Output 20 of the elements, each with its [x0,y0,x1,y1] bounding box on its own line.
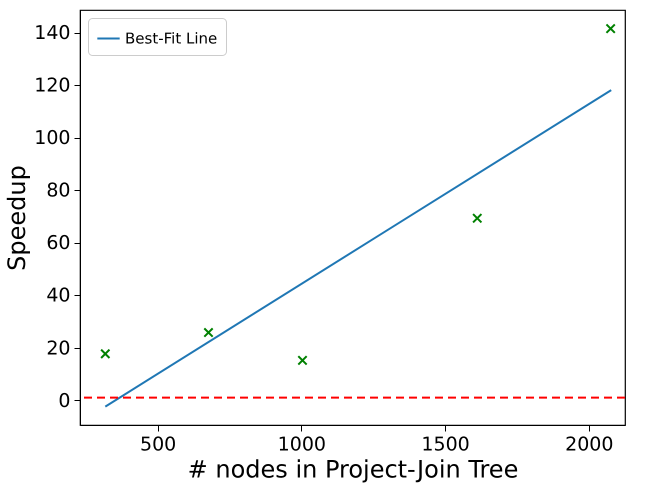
x-tick-label: 1000 [278,434,326,456]
x-tick-label: 2000 [565,434,614,456]
y-tick-label: 100 [34,127,70,150]
y-tick-label: 40 [46,284,70,307]
y-tick-label: 0 [58,390,70,412]
y-axis-title: Speedup [3,165,32,271]
y-tick-label: 20 [46,337,70,360]
y-tick-label: 80 [46,180,70,202]
legend-label: Best-Fit Line [125,30,218,48]
point [100,348,110,360]
point [605,23,616,34]
point [472,213,482,224]
y-tick-label: 120 [34,74,70,97]
x-axis-title: # nodes in Project-Join Tree [188,456,518,484]
y-tick-label: 60 [46,232,70,254]
point [297,355,308,366]
x-tick-label: 500 [140,434,176,456]
y-tick-label: 140 [34,22,70,44]
point [203,327,214,338]
x-tick-label: 1500 [421,434,470,456]
